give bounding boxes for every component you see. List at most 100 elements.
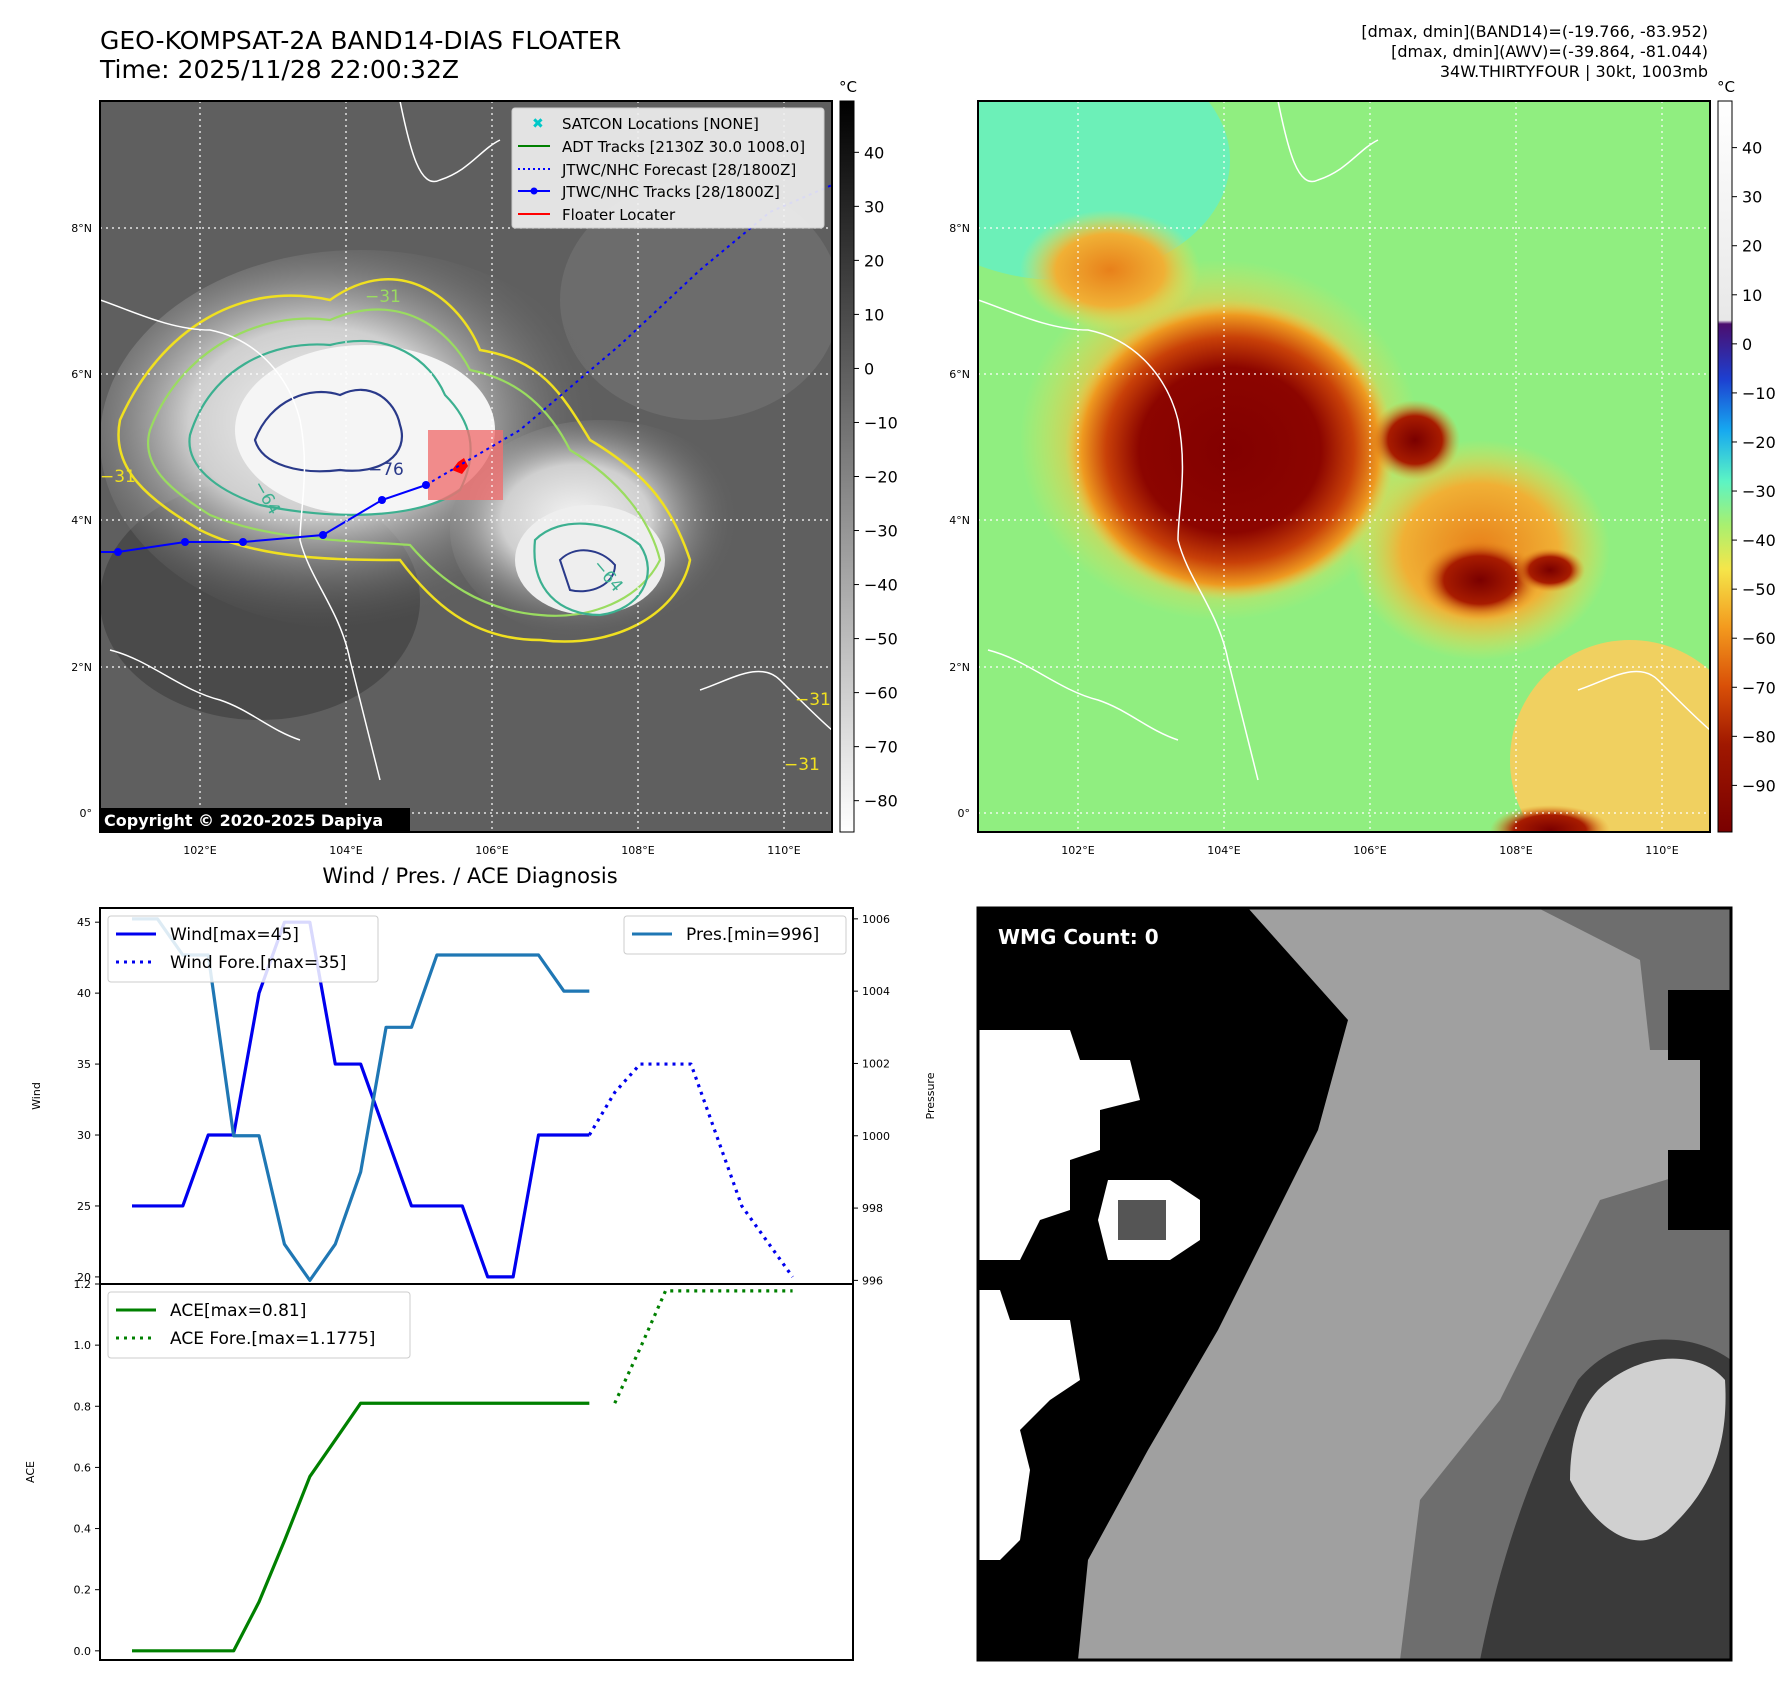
- legend-satcon-marker: ✖: [532, 116, 544, 132]
- ir-lat-labels: 8°N 6°N 4°N 2°N 0°: [71, 222, 92, 820]
- awv-lon-labels: 102°E 104°E 106°E 108°E 110°E: [1061, 844, 1678, 857]
- colorbar-tick-label: −40: [1742, 531, 1776, 550]
- colorbar-tick-label: −70: [864, 738, 898, 757]
- axis-tick-label: 1006: [862, 913, 890, 926]
- axis-tick-label: 45: [77, 916, 91, 929]
- ace-panel: 1.2 1.0 0.8 0.6 0.4 0.2 0.0 ACE ACE[max=0.81] …: [24, 1278, 854, 1661]
- wmg-eye-core: [1118, 1200, 1166, 1240]
- wmg-black-strip: [1668, 990, 1731, 1230]
- axis-tick-label: 0.2: [74, 1584, 92, 1597]
- colorbar-tick-label: 0: [864, 359, 874, 378]
- legend-ace-fore-label: ACE Fore.[max=1.1775]: [170, 1329, 375, 1349]
- colorbar-tick-label: −40: [864, 576, 898, 595]
- awv-cell-1: [1370, 400, 1460, 480]
- ir-gray-area: [560, 180, 832, 420]
- pressure-legend-box: [623, 915, 847, 955]
- wmg-gray-corner: [1638, 908, 1731, 1010]
- contour-label-5: −31: [100, 467, 136, 487]
- wind-forecast-line: [587, 1062, 794, 1278]
- ir-lon-label: 102°E: [183, 844, 216, 857]
- ace-ylabel: ACE: [24, 1461, 37, 1483]
- colorbar-tick-label: −10: [1742, 384, 1776, 403]
- info-line-1: [dmax, dmin](BAND14)=(-19.766, -83.952): [1361, 22, 1708, 41]
- awv-lon-label: 110°E: [1645, 844, 1678, 857]
- colorbar-tick-label: −30: [1742, 482, 1776, 501]
- figure-title: GEO-KOMPSAT-2A BAND14-DIAS FLOATER Time:…: [100, 26, 621, 84]
- wind-legend: Wind[max=45] Wind Fore.[max=35]: [107, 915, 379, 983]
- ir-lat-label: 4°N: [71, 514, 92, 527]
- colorbar-tick-label: −80: [1742, 727, 1776, 746]
- legend-wind-label: Wind[max=45]: [170, 925, 299, 945]
- colorbar-tick-label: 40: [1742, 139, 1762, 158]
- awv-lat-label: 6°N: [949, 368, 970, 381]
- colorbar-tick-label: 40: [864, 143, 884, 162]
- contour-49: [147, 308, 662, 617]
- axis-tick-label: 0.8: [74, 1400, 92, 1413]
- ir-lat-label: 0°: [80, 807, 93, 820]
- awv-lat-label: 0°: [958, 807, 971, 820]
- coastline-sumatra: [109, 649, 301, 741]
- title-line-1: GEO-KOMPSAT-2A BAND14-DIAS FLOATER: [100, 26, 622, 55]
- track-point-2: [181, 538, 189, 546]
- ace-ticks: 1.2 1.0 0.8 0.6 0.4 0.2 0.0: [74, 1278, 100, 1658]
- colorbar-tick-label: 20: [864, 251, 884, 270]
- wmg-light-region: [1570, 1358, 1726, 1541]
- awv-lon-label: 106°E: [1353, 844, 1386, 857]
- legend-tracks-marker: [530, 187, 538, 195]
- ir-cold-core-east: [515, 505, 665, 615]
- awv-coastline-peninsula: [978, 299, 1259, 781]
- awv-cell-2: [1420, 540, 1540, 620]
- wmg-count-label: WMG Count: 0: [998, 925, 1159, 949]
- awv-coastline-borneo: [1577, 670, 1710, 731]
- colorbar-tick-label: −80: [864, 792, 898, 811]
- axis-tick-label: 0.0: [74, 1645, 92, 1658]
- ir-legend: ✖ SATCON Locations [NONE] ADT Tracks [21…: [511, 107, 825, 229]
- pressure-legend: Pres.[min=996]: [623, 915, 847, 955]
- wind-line: [132, 920, 590, 1279]
- copyright-box: [100, 808, 410, 832]
- awv-colorbar-unit: °C: [1717, 78, 1735, 96]
- colorbar-tick-label: −30: [864, 522, 898, 541]
- contour-31: [117, 278, 692, 643]
- colorbar-tick-label: 10: [864, 305, 884, 324]
- axis-tick-label: 0.6: [74, 1461, 92, 1474]
- wmg-white-north: [978, 1030, 1140, 1260]
- track-point-4: [319, 531, 327, 539]
- colorbar-tick-label: −50: [864, 630, 898, 649]
- awv-coastline-vietnam: [1277, 101, 1379, 183]
- legend-floater-label: Floater Locater: [562, 206, 676, 224]
- info-box: [dmax, dmin](BAND14)=(-19.766, -83.952) …: [1361, 22, 1708, 82]
- ace-forecast-line: [613, 1289, 793, 1404]
- ir-colorbar-unit: °C: [839, 78, 857, 96]
- contour-76: [253, 388, 403, 473]
- colorbar-tick-label: 0: [1742, 335, 1752, 354]
- awv-coastline-sumatra: [987, 649, 1179, 741]
- wmg-white-south: [978, 1290, 1080, 1560]
- ir-lon-labels: 102°E 104°E 106°E 108°E 110°E: [183, 844, 800, 857]
- info-line-3: 34W.THIRTYFOUR | 30kt, 1003mb: [1439, 62, 1708, 81]
- jtwc-forecast-line: [425, 184, 832, 486]
- contour-label-6: −31: [784, 755, 820, 775]
- axis-tick-label: 40: [77, 987, 91, 1000]
- awv-colorbar: °C 40 30 20 10 0 −10 −20 −30 −40 −50 −60 −70 −80 −90: [1717, 78, 1776, 833]
- colorbar-tick-label: −50: [1742, 580, 1776, 599]
- wmg-panel: WMG Count: 0: [976, 906, 1733, 1662]
- awv-core: [1065, 300, 1395, 600]
- axis-tick-label: 35: [77, 1058, 91, 1071]
- awv-frame: [977, 100, 1711, 833]
- copyright-text: Copyright © 2020-2025 Dapiya: [104, 811, 383, 830]
- jtwc-track-points: [114, 481, 430, 556]
- awv-gridlines: [978, 101, 1710, 832]
- legend-tracks-label: JTWC/NHC Tracks [28/1800Z]: [561, 183, 780, 201]
- pressure-ticks: 1006 1004 1002 1000 998 996: [853, 913, 890, 1287]
- ir-lat-label: 8°N: [71, 222, 92, 235]
- axis-tick-label: 998: [862, 1202, 883, 1215]
- coastline-vietnam: [399, 101, 501, 183]
- ir-colorbar-bar: [839, 100, 855, 833]
- wind-legend-box: [107, 915, 379, 983]
- ir-lon-label: 104°E: [329, 844, 362, 857]
- axis-tick-label: 20: [77, 1271, 91, 1284]
- legend-adt-label: ADT Tracks [2130Z 30.0 1008.0]: [562, 138, 805, 156]
- legend-ace-label: ACE[max=0.81]: [170, 1301, 306, 1321]
- colorbar-tick-label: −20: [1742, 433, 1776, 452]
